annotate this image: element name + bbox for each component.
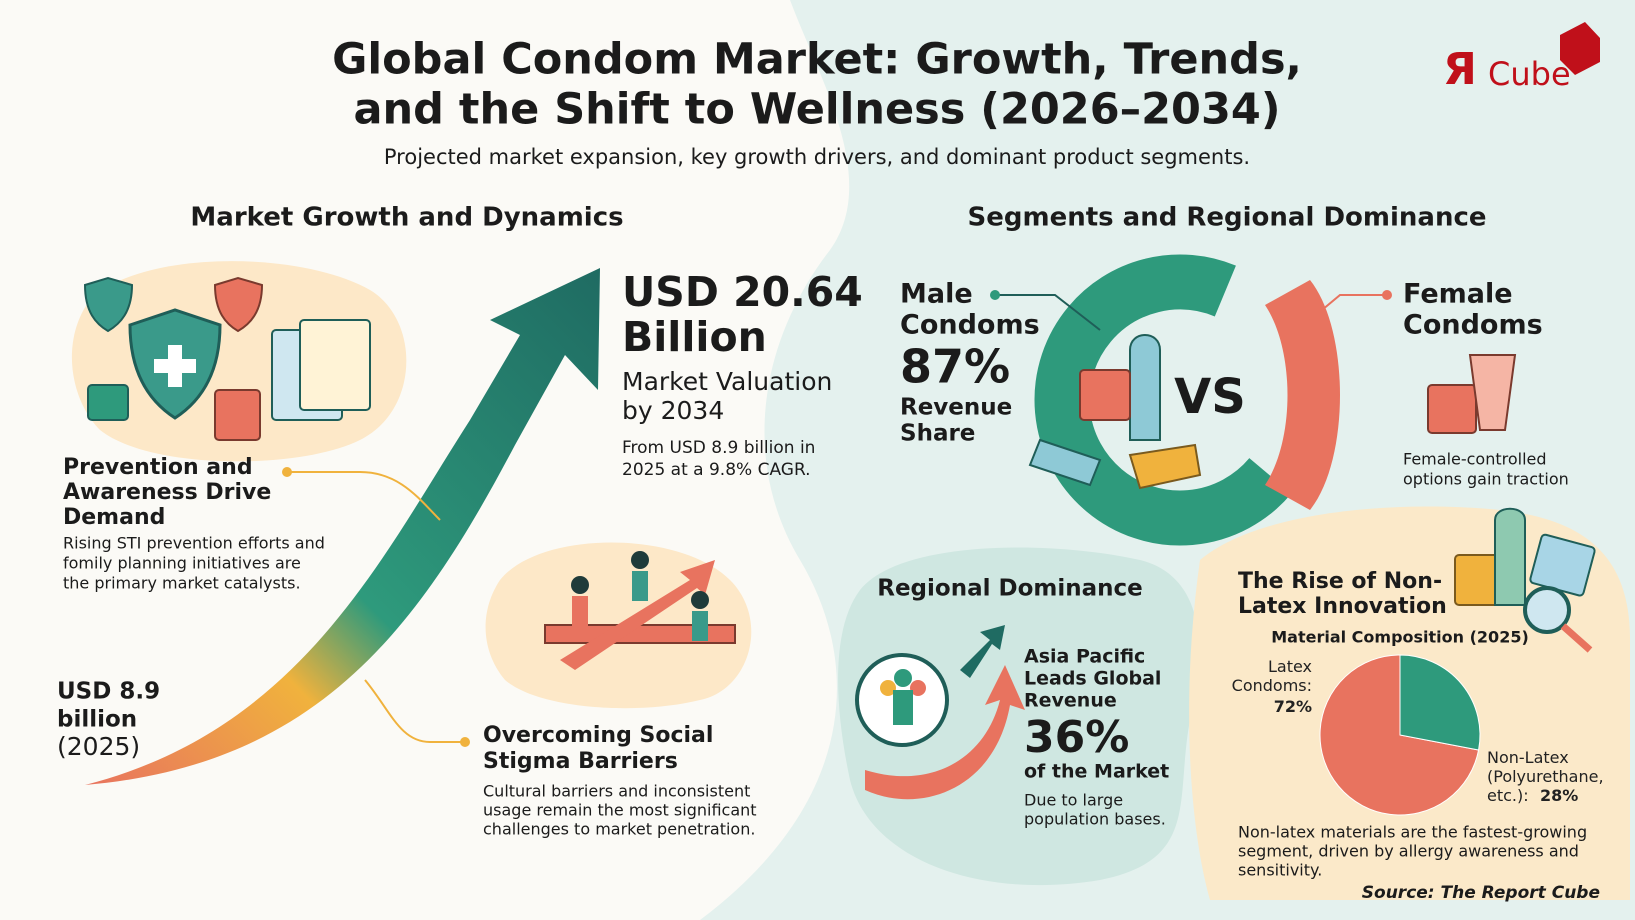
female-ring-segment bbox=[1265, 280, 1340, 510]
growth-arrow bbox=[85, 268, 600, 785]
non-latex-icons bbox=[1454, 507, 1596, 653]
barrier-title: Stigma Barriers bbox=[483, 749, 678, 774]
male-label: Share bbox=[900, 421, 975, 447]
driver-title: Awareness Drive bbox=[63, 480, 271, 505]
end-value: Billion bbox=[622, 313, 767, 361]
regional-note: population bases. bbox=[1024, 810, 1166, 829]
regional-title: Asia Pacific bbox=[1024, 646, 1145, 668]
male-product-icons bbox=[1028, 334, 1202, 490]
connector-dot bbox=[460, 737, 470, 747]
pie-slice bbox=[1319, 654, 1480, 816]
male-title: Male bbox=[900, 279, 973, 310]
female-note: Female-controlled bbox=[1403, 450, 1547, 469]
end-value-label: Market Valuation bbox=[622, 367, 832, 396]
regional-title: Revenue bbox=[1024, 690, 1117, 712]
driver-text: fomily planning initiatives are bbox=[63, 554, 301, 573]
end-value-note: From USD 8.9 billion in bbox=[622, 438, 815, 458]
regional-heading: Regional Dominance bbox=[877, 576, 1143, 602]
start-year: (2025) bbox=[57, 732, 140, 761]
female-product-icons bbox=[1427, 354, 1517, 434]
shield-icons bbox=[83, 276, 371, 441]
non-latex-title: Latex Innovation bbox=[1238, 594, 1447, 619]
regional-blob bbox=[838, 547, 1200, 886]
driver-title: Demand bbox=[63, 505, 165, 530]
driver-text: the primary market catalysts. bbox=[63, 574, 301, 593]
source: Source: The Report Cube bbox=[1362, 883, 1600, 903]
section-heading: Segments and Regional Dominance bbox=[968, 203, 1487, 233]
male-label: Revenue bbox=[900, 395, 1012, 421]
start-value: billion bbox=[57, 707, 137, 733]
pie-category-label: Latex Condoms: bbox=[1231, 657, 1312, 695]
end-value-label: by 2034 bbox=[622, 396, 724, 425]
start-value: USD 8.9 bbox=[57, 679, 160, 705]
regional-title: Leads Global bbox=[1024, 668, 1161, 690]
logo-text: Cube bbox=[1488, 55, 1571, 93]
logo: Я Cube bbox=[1443, 22, 1600, 95]
connector-dot bbox=[990, 290, 1000, 300]
regional-value-note: of the Market bbox=[1024, 761, 1169, 783]
pie-slice bbox=[1399, 654, 1481, 751]
end-value: USD 20.64 bbox=[622, 268, 863, 316]
barrier-text: usage remain the most significant bbox=[483, 801, 757, 820]
regional-note: Due to large bbox=[1024, 791, 1123, 810]
non-latex-note: sensitivity. bbox=[1238, 861, 1322, 880]
pie-category-label: Non-Latex (Polyurethane, etc.): bbox=[1487, 748, 1604, 805]
barrier-text: challenges to market penetration. bbox=[483, 820, 755, 839]
regional-icon bbox=[855, 625, 1025, 800]
connector-dot bbox=[282, 467, 292, 477]
female-title: Condoms bbox=[1403, 310, 1543, 341]
male-connector bbox=[995, 294, 1101, 331]
barrier-text: Cultural barriers and inconsistent bbox=[483, 782, 750, 801]
section-heading: Market Growth and Dynamics bbox=[190, 203, 623, 233]
driver-connector bbox=[287, 471, 441, 521]
female-note: options gain traction bbox=[1403, 470, 1569, 489]
people-illustration bbox=[544, 551, 736, 670]
male-value: 87% bbox=[900, 340, 1010, 394]
pie-value-label: 72% bbox=[1273, 697, 1312, 716]
end-value-note: 2025 at a 9.8% CAGR. bbox=[622, 460, 811, 480]
connector-dot bbox=[1382, 290, 1392, 300]
driver-text: Rising STI prevention efforts and bbox=[63, 534, 325, 553]
non-latex-note: segment, driven by allergy awareness and bbox=[1238, 842, 1579, 861]
pie-title: Material Composition (2025) bbox=[1271, 628, 1529, 647]
barrier-connector bbox=[364, 679, 465, 743]
subtitle: Projected market expansion, key growth d… bbox=[384, 145, 1250, 169]
regional-value: 36% bbox=[1024, 712, 1129, 763]
title-line: Global Condom Market: Growth, Trends, bbox=[332, 35, 1302, 85]
driver-title: Prevention and bbox=[63, 455, 253, 480]
vs-label: VS bbox=[1174, 369, 1246, 425]
barrier-title: Overcoming Social bbox=[483, 723, 713, 748]
female-connector bbox=[1309, 294, 1387, 321]
non-latex-title: The Rise of Non- bbox=[1238, 569, 1442, 594]
title-line: and the Shift to Wellness (2026–2034) bbox=[354, 85, 1281, 135]
logo-mark: Я bbox=[1443, 44, 1477, 95]
female-title: Female bbox=[1403, 279, 1513, 310]
non-latex-note: Non-latex materials are the fastest-grow… bbox=[1238, 823, 1587, 842]
pie-value-label: 28% bbox=[1540, 786, 1579, 805]
male-title: Condoms bbox=[900, 310, 1040, 341]
